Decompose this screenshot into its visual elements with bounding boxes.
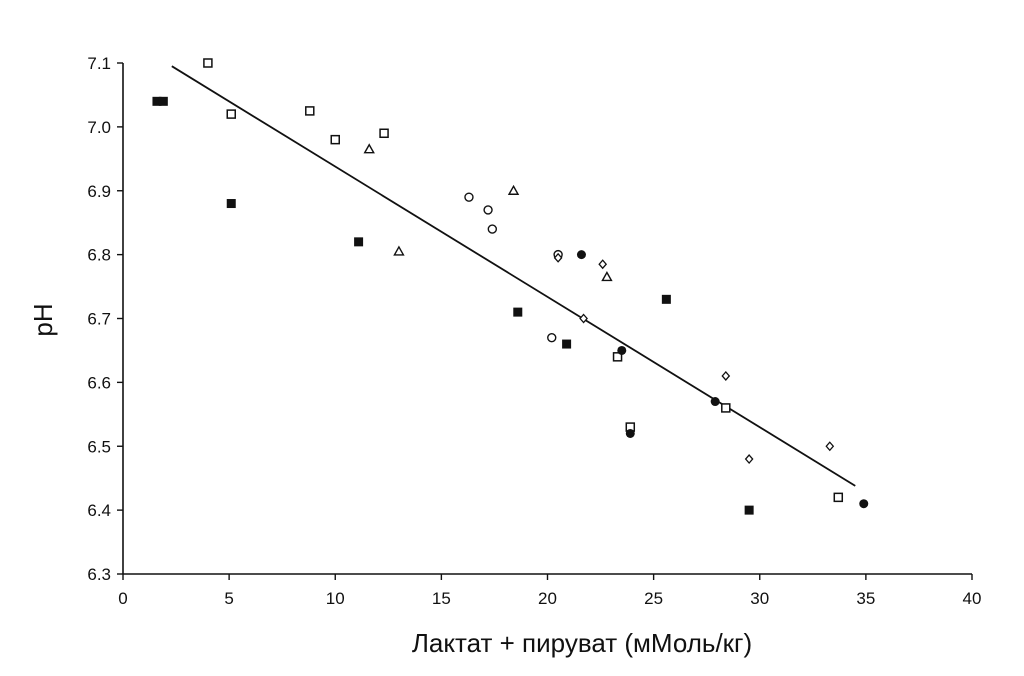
data-point-open-diamond — [744, 454, 754, 465]
x-tick-label: 0 — [118, 589, 127, 608]
data-point-filled-square — [513, 307, 523, 317]
y-tick-label: 6.5 — [87, 437, 111, 456]
x-tick-label: 30 — [750, 589, 769, 608]
data-point-open-diamond — [579, 313, 588, 324]
data-points — [152, 58, 869, 515]
x-axis-title: Лактат + пируват (мМоль/кг) — [412, 628, 752, 658]
data-point-open-circle — [464, 192, 474, 202]
data-point-open-square — [833, 492, 844, 503]
data-point-filled-square — [562, 339, 572, 349]
data-point-filled-square — [354, 237, 364, 247]
data-point-open-diamond — [553, 252, 563, 263]
y-tick-label: 6.3 — [87, 565, 111, 584]
data-point-open-square — [379, 128, 389, 139]
data-point-filled-square — [661, 294, 671, 304]
data-point-open-triangle — [363, 143, 375, 154]
data-point-open-diamond — [825, 441, 835, 452]
y-axis-title: pH — [28, 303, 58, 336]
y-tick-label: 6.7 — [87, 310, 111, 329]
data-point-open-square — [721, 403, 731, 413]
x-tick-label: 20 — [538, 589, 557, 608]
data-point-filled-circle — [710, 397, 720, 407]
data-point-filled-square — [152, 96, 162, 106]
axes: 0 5 10 15 20 25 30 35 40 6.3 6.4 6.5 6.6 6.7 6.8 6.9 7.0… — [87, 54, 981, 608]
fit-line — [171, 65, 856, 487]
y-tick-label: 6.9 — [87, 182, 111, 201]
data-point-filled-square — [158, 96, 168, 106]
x-tick-label: 40 — [963, 589, 982, 608]
y-tick-label: 7.1 — [87, 54, 111, 73]
data-point-open-triangle — [507, 184, 520, 195]
data-point-filled-circle — [859, 499, 869, 509]
data-point-filled-circle — [576, 250, 586, 260]
data-point-filled-circle — [625, 428, 635, 438]
y-tick-label: 6.8 — [87, 246, 111, 265]
data-point-open-square — [612, 352, 623, 362]
x-tick-label: 15 — [432, 589, 451, 608]
data-point-open-circle — [547, 332, 557, 343]
x-tick-label: 25 — [644, 589, 663, 608]
x-tick-label: 5 — [224, 589, 233, 608]
data-point-open-square — [203, 58, 213, 68]
y-tick-label: 6.4 — [87, 501, 111, 520]
data-point-open-circle — [487, 224, 498, 234]
y-tick-label: 7.0 — [87, 118, 111, 137]
data-point-open-triangle — [601, 271, 613, 282]
data-point-filled-square — [744, 505, 754, 515]
data-point-open-square — [226, 109, 236, 119]
regression-line — [171, 65, 856, 487]
data-point-open-circle — [483, 205, 493, 215]
data-point-open-diamond — [598, 259, 608, 270]
data-point-open-square — [305, 106, 315, 116]
data-point-open-diamond — [721, 371, 731, 381]
data-point-filled-square — [226, 199, 236, 209]
x-tick-label: 35 — [856, 589, 875, 608]
data-point-filled-circle — [617, 345, 627, 355]
data-point-open-triangle — [393, 245, 405, 256]
data-point-open-square — [330, 134, 340, 145]
x-tick-label: 10 — [326, 589, 345, 608]
y-tick-label: 6.6 — [87, 373, 111, 392]
